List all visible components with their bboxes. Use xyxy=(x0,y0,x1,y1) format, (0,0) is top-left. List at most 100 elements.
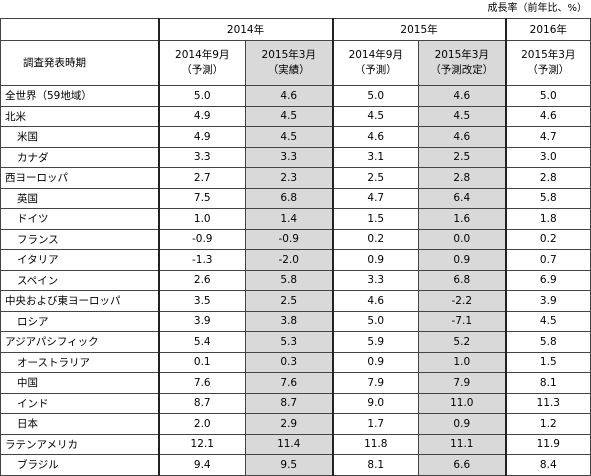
column-kind: （予測） xyxy=(181,64,224,76)
value-cell: 1.4 xyxy=(244,208,334,230)
value-cell: 11.3 xyxy=(505,392,591,414)
region-name: ラテンアメリカ xyxy=(0,433,160,455)
region-row: 中央および東ヨーロッパ 3.5 2.5 4.6 -2.2 3.9 xyxy=(0,290,591,312)
column-date: 2015年3月 xyxy=(521,49,576,61)
country-name: 日本 xyxy=(0,413,160,435)
country-name: ブラジル xyxy=(0,454,160,476)
value-cell: 4.5 xyxy=(505,310,591,332)
value-cell: 5.2 xyxy=(418,331,507,353)
value-cell: 4.6 xyxy=(418,85,507,107)
column-date: 2015年3月 xyxy=(434,49,489,61)
column-header: 2015年3月 （実績） xyxy=(244,40,334,86)
value-cell: 2.5 xyxy=(332,167,420,189)
value-cell: 11.8 xyxy=(332,433,420,455)
value-cell: 11.9 xyxy=(505,433,591,455)
value-cell: 0.3 xyxy=(244,351,334,373)
value-cell: 2.5 xyxy=(418,146,507,168)
value-cell: 5.8 xyxy=(505,331,591,353)
value-cell: 0.9 xyxy=(332,249,420,271)
year-header: 2016年 xyxy=(505,18,591,41)
region-name: 中央および東ヨーロッパ xyxy=(0,290,160,312)
value-cell: 6.8 xyxy=(244,187,334,209)
growth-table: 2014年 2015年 2016年 調査発表時期 2014年9月 （予測） 2015年3月 （… xyxy=(0,18,591,476)
value-cell: -1.3 xyxy=(158,249,246,271)
value-cell: 7.9 xyxy=(418,372,507,394)
country-name: 中国 xyxy=(0,372,160,394)
table-body: 2014年 2015年 2016年 調査発表時期 2014年9月 （予測） 2015年3月 （… xyxy=(0,18,591,476)
value-cell: 4.7 xyxy=(332,187,420,209)
value-cell: 4.9 xyxy=(158,105,246,127)
unit-note: 成長率（前年比、%） xyxy=(487,3,587,14)
year-row: 2014年 2015年 2016年 xyxy=(0,18,591,41)
value-cell: 4.5 xyxy=(244,126,334,148)
region-row: アジアパシフィック 5.4 5.3 5.9 5.2 5.8 xyxy=(0,331,591,353)
value-cell: 2.7 xyxy=(158,167,246,189)
value-cell: 8.1 xyxy=(332,454,420,476)
region-row: 北米 4.9 4.5 4.5 4.5 4.6 xyxy=(0,105,591,127)
value-cell: 11.4 xyxy=(244,433,334,455)
value-cell: 6.4 xyxy=(418,187,507,209)
value-cell: 3.9 xyxy=(158,310,246,332)
country-row: オーストラリア 0.1 0.3 0.9 1.0 1.5 xyxy=(0,351,591,373)
column-kind: （予測） xyxy=(527,64,570,76)
region-name: 北米 xyxy=(0,105,160,127)
value-cell: 3.5 xyxy=(158,290,246,312)
country-row: 英国 7.5 6.8 4.7 6.4 5.8 xyxy=(0,187,591,209)
value-cell: 1.2 xyxy=(505,413,591,435)
country-row: カナダ 3.3 3.3 3.1 2.5 3.0 xyxy=(0,146,591,168)
year-header: 2014年 xyxy=(157,18,334,41)
country-row: インド 8.7 8.7 9.0 11.0 11.3 xyxy=(0,392,591,414)
country-name: フランス xyxy=(0,228,160,250)
value-cell: 6.6 xyxy=(418,454,507,476)
value-cell: 5.8 xyxy=(505,187,591,209)
value-cell: 3.3 xyxy=(332,269,420,291)
value-cell: 5.4 xyxy=(158,331,246,353)
value-cell: 0.0 xyxy=(418,228,507,250)
country-row: スペイン 2.6 5.8 3.3 6.8 6.9 xyxy=(0,269,591,291)
country-row: フランス -0.9 -0.9 0.2 0.0 0.2 xyxy=(0,228,591,250)
country-row: 米国 4.9 4.5 4.6 4.6 4.7 xyxy=(0,126,591,148)
value-cell: 1.8 xyxy=(505,208,591,230)
value-cell: 1.0 xyxy=(418,351,507,373)
value-cell: -7.1 xyxy=(418,310,507,332)
value-cell: 4.6 xyxy=(332,290,420,312)
column-header: 2015年3月 （予測） xyxy=(505,40,591,86)
value-cell: 5.8 xyxy=(244,269,334,291)
column-date: 2015年3月 xyxy=(261,49,316,61)
value-cell: 1.5 xyxy=(505,351,591,373)
value-cell: 2.6 xyxy=(158,269,246,291)
value-cell: 2.5 xyxy=(244,290,334,312)
column-header: 2015年3月 （予測改定） xyxy=(418,40,507,86)
country-name: オーストラリア xyxy=(0,351,160,373)
country-row: ロシア 3.9 3.8 5.0 -7.1 4.5 xyxy=(0,310,591,332)
value-cell: 7.9 xyxy=(332,372,420,394)
value-cell: 2.8 xyxy=(418,167,507,189)
value-cell: 8.1 xyxy=(505,372,591,394)
region-name: 西ヨーロッパ xyxy=(0,167,160,189)
value-cell: 4.9 xyxy=(158,126,246,148)
label-header: 調査発表時期 xyxy=(0,40,160,86)
column-kind: （実績） xyxy=(267,64,310,76)
value-cell: 8.7 xyxy=(244,392,334,414)
value-cell: -0.9 xyxy=(158,228,246,250)
value-cell: 2.0 xyxy=(158,413,246,435)
country-row: イタリア -1.3 -2.0 0.9 0.9 0.7 xyxy=(0,249,591,271)
value-cell: 2.9 xyxy=(244,413,334,435)
value-cell: 0.9 xyxy=(418,249,507,271)
value-cell: 3.9 xyxy=(505,290,591,312)
value-cell: 0.2 xyxy=(505,228,591,250)
value-cell: 4.7 xyxy=(505,126,591,148)
column-header: 2014年9月 （予測） xyxy=(332,40,420,86)
value-cell: -2.0 xyxy=(244,249,334,271)
value-cell: 1.5 xyxy=(332,208,420,230)
country-row: 中国 7.6 7.6 7.9 7.9 8.1 xyxy=(0,372,591,394)
column-kind: （予測改定） xyxy=(430,64,494,76)
region-row: ラテンアメリカ 12.1 11.4 11.8 11.1 11.9 xyxy=(0,433,591,455)
value-cell: 9.4 xyxy=(158,454,246,476)
value-cell: 2.8 xyxy=(505,167,591,189)
value-cell: 7.5 xyxy=(158,187,246,209)
value-cell: 6.8 xyxy=(418,269,507,291)
column-date: 2014年9月 xyxy=(348,49,403,61)
